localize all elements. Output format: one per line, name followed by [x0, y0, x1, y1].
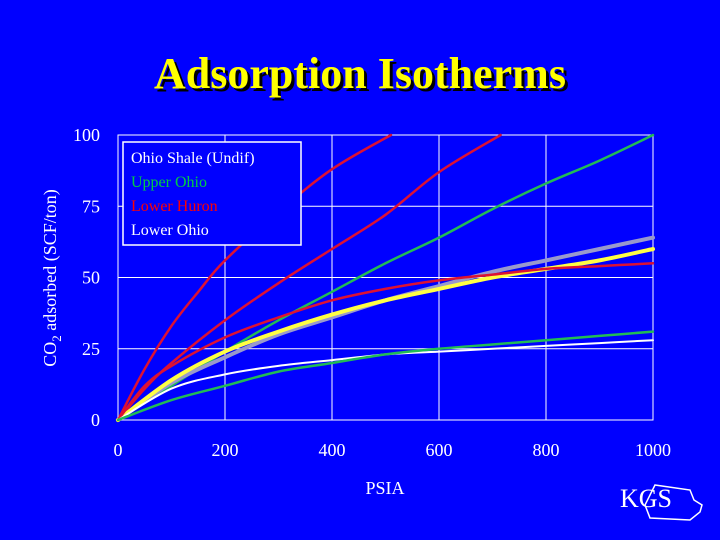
y-tick-label-3: 75	[82, 196, 100, 216]
x-tick-label-2: 400	[319, 440, 346, 460]
series-line-7	[116, 330, 655, 422]
kansas-outline-icon	[644, 484, 703, 521]
y-axis-title-main: CO	[40, 342, 60, 367]
x-tick-label-1: 200	[212, 440, 239, 460]
legend-box	[122, 141, 302, 246]
slide-title: Adsorption Isotherms	[154, 49, 566, 98]
legend: Ohio Shale (Undif) Upper Ohio Lower Huron L…	[122, 141, 302, 246]
series-line-2	[116, 133, 655, 422]
legend-items: Ohio Shale (Undif) Upper Ohio Lower Huron L…	[131, 150, 255, 239]
series-lines	[116, 133, 655, 422]
x-tick-label-5: 1000	[635, 440, 671, 460]
series-line-4	[116, 247, 655, 422]
y-axis-title-rest: adsorbed (SCF/ton)	[40, 189, 61, 335]
series-line-5	[116, 262, 655, 422]
legend-entry-0: Ohio Shale (Undif)	[131, 150, 255, 167]
kgs-logo: KGS	[620, 484, 703, 521]
y-tick-label-4: 100	[73, 125, 100, 145]
y-axis-title: CO2 adsorbed (SCF/ton)	[40, 189, 64, 367]
y-tick-label-0: 0	[91, 410, 100, 430]
series-line-0	[116, 133, 393, 422]
x-tick-labels: 0 200 400 600 800 1000	[114, 440, 672, 460]
x-tick-label-3: 600	[426, 440, 453, 460]
series-line-1	[116, 133, 502, 422]
series-line-6	[117, 339, 654, 421]
y-tick-label-2: 50	[82, 268, 100, 288]
y-axis-title-subscript: 2	[49, 335, 64, 342]
x-tick-label-4: 800	[533, 440, 560, 460]
y-tick-labels: 0 25 50 75 100	[73, 125, 100, 430]
legend-entry-1: Upper Ohio	[131, 174, 207, 191]
logo-text: KGS	[620, 484, 672, 513]
legend-entry-3: Lower Ohio	[131, 222, 209, 239]
x-axis-title: PSIA	[365, 478, 404, 498]
x-tick-label-0: 0	[114, 440, 123, 460]
y-tick-label-1: 25	[82, 339, 100, 359]
legend-entry-2: Lower Huron	[131, 198, 218, 215]
